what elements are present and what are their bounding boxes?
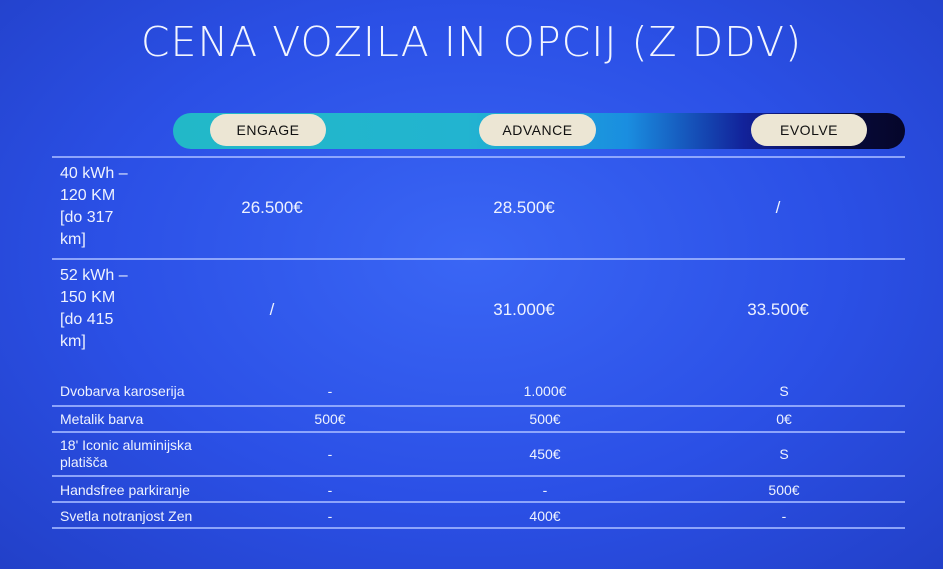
label-line: [do 415 — [60, 311, 114, 328]
slide-title: CENA VOZILA IN OPCIJ (Z DDV) — [140, 18, 803, 66]
battery-row-label: 40 kWh – 120 KM [do 317 km] — [60, 163, 128, 251]
option-evolve: S — [779, 446, 789, 462]
option-advance: - — [542, 482, 548, 498]
trim-advance-label: ADVANCE — [479, 114, 596, 146]
price-advance: 28.500€ — [493, 198, 555, 217]
option-advance: 400€ — [529, 508, 561, 524]
divider — [52, 156, 905, 158]
option-label: Dvobarva karoserija — [60, 383, 185, 399]
option-evolve: - — [781, 508, 787, 524]
divider — [52, 527, 905, 529]
option-engage: - — [327, 508, 333, 524]
price-advance: 31.000€ — [493, 300, 555, 319]
price-engage: 26.500€ — [241, 198, 303, 217]
option-advance: 500€ — [529, 411, 561, 427]
divider — [52, 405, 905, 407]
option-engage: 500€ — [314, 411, 346, 427]
divider — [52, 258, 905, 260]
price-evolve: / — [775, 198, 781, 217]
option-engage: - — [327, 383, 333, 399]
trim-evolve-label: EVOLVE — [751, 114, 867, 146]
option-advance: 1.000€ — [523, 383, 567, 399]
label-line: km] — [60, 231, 86, 248]
option-label: 18' Iconic aluminijska platišča — [60, 437, 192, 471]
label-line: 150 KM — [60, 289, 116, 306]
trim-engage-label: ENGAGE — [210, 114, 326, 146]
option-evolve: S — [779, 383, 789, 399]
option-advance: 450€ — [529, 446, 561, 462]
divider — [52, 431, 905, 433]
option-label: Handsfree parkiranje — [60, 482, 190, 498]
label-line: 18' Iconic aluminijska — [60, 437, 192, 453]
price-engage: / — [269, 300, 275, 319]
divider — [52, 501, 905, 503]
option-evolve: 500€ — [768, 482, 800, 498]
label-line: platišča — [60, 454, 108, 470]
label-line: km] — [60, 333, 86, 350]
option-engage: - — [327, 446, 333, 462]
option-engage: - — [327, 482, 333, 498]
option-label: Svetla notranjost Zen — [60, 508, 193, 524]
option-evolve: 0€ — [776, 411, 792, 427]
label-line: [do 317 — [60, 209, 114, 226]
option-label: Metalik barva — [60, 411, 144, 427]
battery-row-label: 52 kWh – 150 KM [do 415 km] — [60, 265, 128, 353]
label-line: 52 kWh – — [60, 267, 128, 284]
label-line: 120 KM — [60, 187, 116, 204]
price-evolve: 33.500€ — [747, 300, 809, 319]
label-line: 40 kWh – — [60, 165, 128, 182]
divider — [52, 475, 905, 477]
